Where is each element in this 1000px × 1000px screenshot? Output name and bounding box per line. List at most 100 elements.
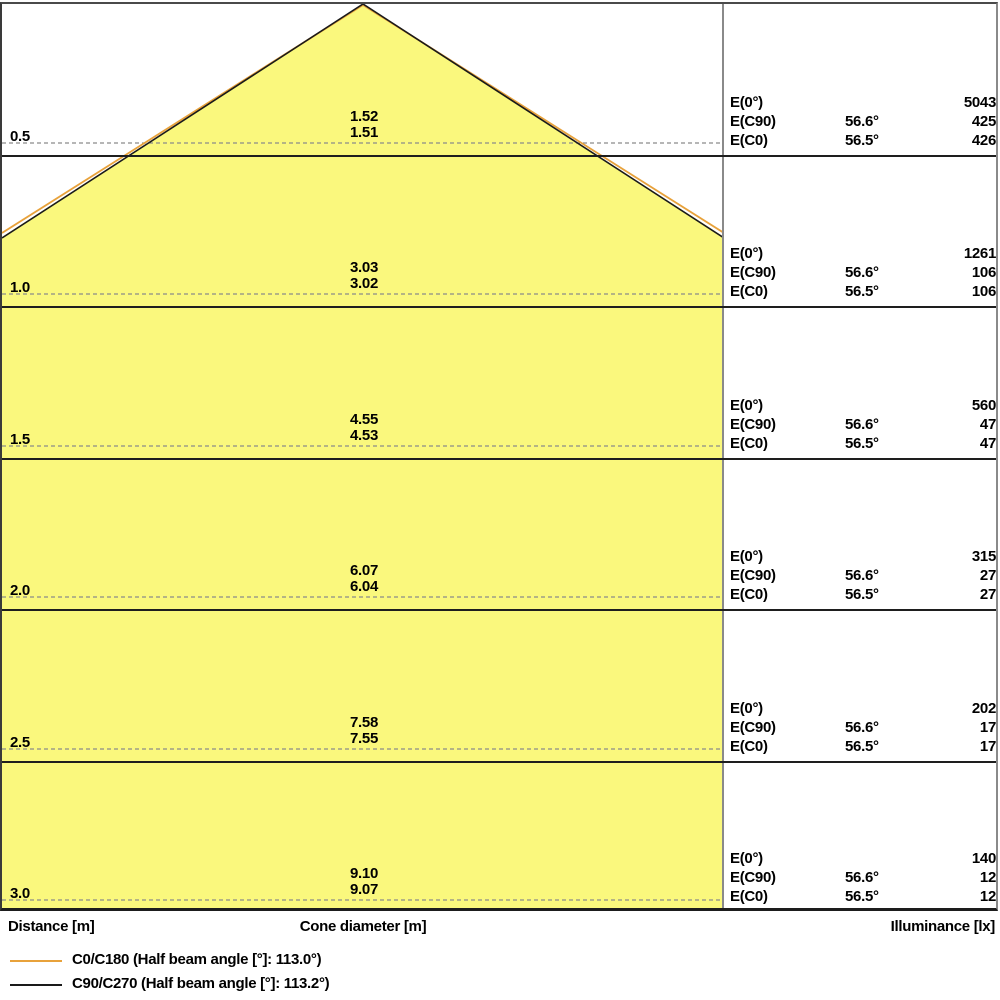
ec0-label: E(C0) bbox=[730, 586, 768, 603]
ec90-label: E(C90) bbox=[730, 416, 776, 433]
diagram-frame: 0.5 1.0 1.5 2.0 2.5 3.0 1.52 1.51 3.03 3… bbox=[0, 2, 998, 911]
ec90-value: 27 bbox=[979, 567, 996, 584]
ec90-angle: 56.6° bbox=[845, 264, 879, 281]
cone-diameter-values: 1.52 1.51 bbox=[304, 109, 424, 141]
cone-diameter-c0: 6.07 bbox=[350, 562, 378, 579]
e0-value: 315 bbox=[971, 548, 996, 565]
cone-diameter-c0: 3.03 bbox=[350, 259, 378, 276]
ec0-label: E(C0) bbox=[730, 435, 768, 452]
ec0-angle: 56.5° bbox=[845, 132, 879, 149]
cone-diameter-c90: 6.04 bbox=[350, 578, 378, 595]
illuminance-line-e0: E(0°) 140 bbox=[730, 851, 996, 870]
row-separator bbox=[2, 609, 996, 611]
ec90-angle: 56.6° bbox=[845, 416, 879, 433]
illuminance-line-ec0: E(C0) 56.5° 47 bbox=[730, 436, 996, 455]
illuminance-line-e0: E(0°) 1261 bbox=[730, 246, 996, 265]
ec0-angle: 56.5° bbox=[845, 888, 879, 905]
ec0-label: E(C0) bbox=[730, 888, 768, 905]
axis-label-cone-diameter: Cone diameter [m] bbox=[299, 918, 427, 935]
ec90-angle: 56.6° bbox=[845, 869, 879, 886]
e0-value: 5043 bbox=[963, 94, 996, 111]
light-cone-fill bbox=[2, 4, 724, 908]
illuminance-line-ec90: E(C90) 56.6° 17 bbox=[730, 720, 996, 739]
illuminance-line-e0: E(0°) 560 bbox=[730, 398, 996, 417]
illuminance-line-ec0: E(C0) 56.5° 12 bbox=[730, 889, 996, 908]
ec0-value: 106 bbox=[971, 283, 996, 300]
cone-diameter-c0: 4.55 bbox=[350, 411, 378, 428]
e0-label: E(0°) bbox=[730, 700, 763, 717]
axis-label-distance: Distance [m] bbox=[8, 918, 95, 935]
distance-label: 3.0 bbox=[10, 885, 30, 902]
ec0-label: E(C0) bbox=[730, 283, 768, 300]
e0-value: 202 bbox=[971, 700, 996, 717]
ec90-value: 12 bbox=[979, 869, 996, 886]
axis-label-illuminance: Illuminance [lx] bbox=[890, 918, 996, 935]
ec90-label: E(C90) bbox=[730, 719, 776, 736]
cone-diameter-values: 3.03 3.02 bbox=[304, 260, 424, 292]
illuminance-line-e0: E(0°) 5043 bbox=[730, 95, 996, 114]
cone-panel bbox=[2, 4, 724, 908]
ec90-angle: 56.6° bbox=[845, 567, 879, 584]
cone-diameter-c0: 7.58 bbox=[350, 714, 378, 731]
cone-diameter-c90: 3.02 bbox=[350, 275, 378, 292]
distance-label: 1.0 bbox=[10, 279, 30, 296]
distance-label: 0.5 bbox=[10, 128, 30, 145]
ec90-angle: 56.6° bbox=[845, 719, 879, 736]
e0-label: E(0°) bbox=[730, 245, 763, 262]
ec90-value: 17 bbox=[979, 719, 996, 736]
ec0-value: 12 bbox=[979, 888, 996, 905]
ec0-angle: 56.5° bbox=[845, 283, 879, 300]
ec90-value: 106 bbox=[971, 264, 996, 281]
distance-label: 2.0 bbox=[10, 582, 30, 599]
legend-label-c0: C0/C180 (Half beam angle [°]: 113.0°) bbox=[72, 951, 322, 968]
ec90-angle: 56.6° bbox=[845, 113, 879, 130]
ec0-label: E(C0) bbox=[730, 738, 768, 755]
cone-diameter-c90: 9.07 bbox=[350, 881, 378, 898]
illuminance-line-ec90: E(C90) 56.6° 12 bbox=[730, 870, 996, 889]
row-separator bbox=[2, 458, 996, 460]
distance-label: 1.5 bbox=[10, 431, 30, 448]
legend-label-c90: C90/C270 (Half beam angle [°]: 113.2°) bbox=[72, 975, 330, 992]
illuminance-line-ec90: E(C90) 56.6° 27 bbox=[730, 568, 996, 587]
e0-value: 560 bbox=[971, 397, 996, 414]
illuminance-line-ec0: E(C0) 56.5° 426 bbox=[730, 133, 996, 152]
ec90-label: E(C90) bbox=[730, 869, 776, 886]
illuminance-line-ec90: E(C90) 56.6° 47 bbox=[730, 417, 996, 436]
illuminance-line-e0: E(0°) 315 bbox=[730, 549, 996, 568]
e0-label: E(0°) bbox=[730, 94, 763, 111]
ec0-value: 47 bbox=[979, 435, 996, 452]
cone-diameter-c0: 9.10 bbox=[350, 865, 378, 882]
illuminance-line-ec0: E(C0) 56.5° 106 bbox=[730, 284, 996, 303]
legend-line-c0 bbox=[10, 960, 62, 962]
cone-diameter-values: 7.58 7.55 bbox=[304, 715, 424, 747]
cone-diameter-c90: 7.55 bbox=[350, 730, 378, 747]
ec0-angle: 56.5° bbox=[845, 586, 879, 603]
cone-diameter-c90: 4.53 bbox=[350, 427, 378, 444]
e0-value: 1261 bbox=[963, 245, 996, 262]
ec0-angle: 56.5° bbox=[845, 435, 879, 452]
cone-diameter-c90: 1.51 bbox=[350, 124, 378, 141]
illuminance-line-ec90: E(C90) 56.6° 425 bbox=[730, 114, 996, 133]
cone-diameter-values: 4.55 4.53 bbox=[304, 412, 424, 444]
ec0-value: 27 bbox=[979, 586, 996, 603]
illuminance-line-ec0: E(C0) 56.5° 17 bbox=[730, 739, 996, 758]
ec0-angle: 56.5° bbox=[845, 738, 879, 755]
row-separator bbox=[2, 155, 996, 157]
row-separator bbox=[2, 306, 996, 308]
e0-label: E(0°) bbox=[730, 548, 763, 565]
row-separator bbox=[2, 761, 996, 763]
cone-diameter-values: 9.10 9.07 bbox=[304, 866, 424, 898]
ec90-value: 47 bbox=[979, 416, 996, 433]
e0-value: 140 bbox=[971, 850, 996, 867]
ec0-label: E(C0) bbox=[730, 132, 768, 149]
e0-label: E(0°) bbox=[730, 397, 763, 414]
ec90-value: 425 bbox=[971, 113, 996, 130]
e0-label: E(0°) bbox=[730, 850, 763, 867]
cone-diameter-c0: 1.52 bbox=[350, 108, 378, 125]
illuminance-line-ec90: E(C90) 56.6° 106 bbox=[730, 265, 996, 284]
ec90-label: E(C90) bbox=[730, 567, 776, 584]
ec0-value: 426 bbox=[971, 132, 996, 149]
cone-edge-c90-line bbox=[2, 4, 724, 239]
illuminance-line-e0: E(0°) 202 bbox=[730, 701, 996, 720]
